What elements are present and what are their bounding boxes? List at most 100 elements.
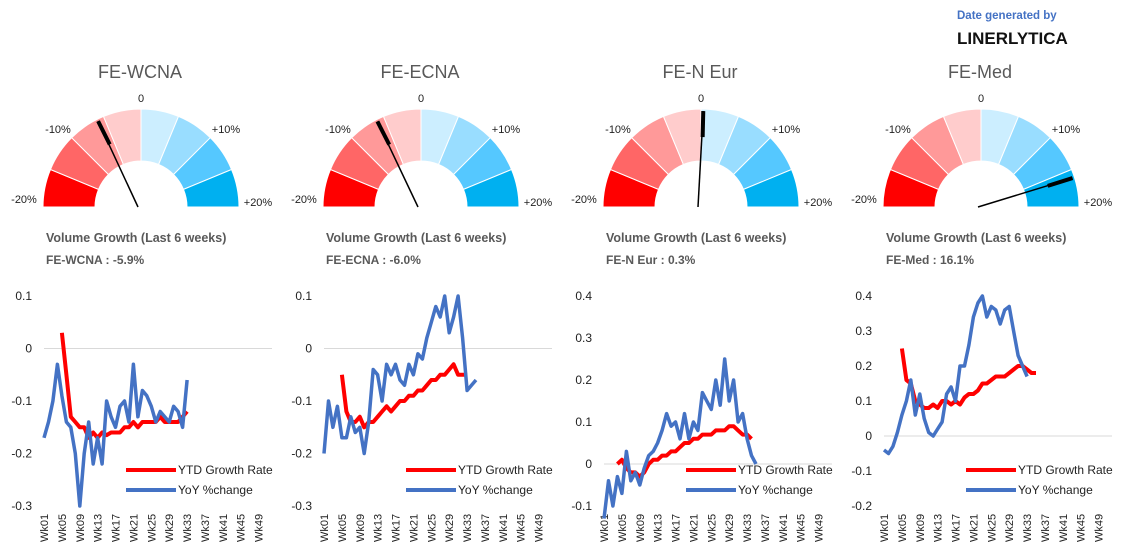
gauge-tick-label: 0 [418,93,424,105]
y-tick-label: 0.1 [15,289,32,303]
gauge-title: FE-WCNA [98,62,182,82]
region-panel: FE-N Eur -20% -10% 0 +10% +20% Volume Growth (… [560,0,840,550]
x-tick-label: Wk37 [760,514,772,542]
gauge-segment [462,168,520,208]
line-chart: 0.1 0 -0.1 -0.2 -0.3 Wk01 Wk05 Wk09 Wk13 Wk17 Wk21… [11,289,273,542]
x-tick-label: Wk49 [254,514,266,542]
legend-ytd-label: YTD Growth Rate [1018,463,1113,477]
y-tick-label: 0.3 [575,331,592,345]
x-tick-label: Wk09 [75,514,87,542]
x-tick-label: Wk21 [128,514,140,542]
gauge-needle-tip [96,120,112,146]
x-tick-label: Wk45 [1076,514,1088,542]
y-tick-label: -0.2 [11,447,32,461]
x-tick-label: Wk17 [951,514,963,542]
ytd-growth-line [899,348,1036,410]
gauge-chart: -20% -10% 0 +10% +20% [571,93,832,209]
gauge-segment [182,168,240,208]
y-tick-label: -0.2 [291,447,312,461]
x-tick-label: Wk05 [897,514,909,542]
line-chart: 0.1 0 -0.1 -0.2 -0.3 Wk01 Wk05 Wk09 Wk13 Wk17 Wk21… [291,289,553,542]
x-tick-label: Wk13 [933,514,945,542]
x-tick-label: Wk13 [653,514,665,542]
gauge-tick-label: -10% [885,124,911,136]
ytd-growth-line [59,332,189,440]
x-tick-label: Wk45 [236,514,248,542]
gauge-segment [742,168,800,208]
x-tick-label: Wk21 [688,514,700,542]
credit-brand-logo: LINERLYTICA [957,29,1068,48]
gauge-tick-label: +10% [1052,124,1081,136]
legend-yoy-label: YoY %change [738,483,813,497]
y-tick-label: 0.1 [295,289,312,303]
volume-growth-value: FE-ECNA : -6.0% [326,253,421,267]
line-chart: 0.4 0.3 0.2 0.1 0 -0.1 -0.2 Wk01 Wk05 Wk09 Wk13 Wk1… [851,289,1113,542]
yoy-change-line [602,357,758,519]
gauge-title: FE-ECNA [380,62,460,82]
x-tick-label: Wk05 [337,514,349,542]
x-tick-label: Wk45 [516,514,528,542]
y-tick-label: 0 [25,342,32,356]
x-tick-label: Wk13 [373,514,385,542]
line-chart: 0.4 0.3 0.2 0.1 0 -0.1 Wk01 Wk05 Wk09 Wk13 Wk17 Wk2… [571,289,833,542]
x-tick-label: Wk33 [462,514,474,542]
volume-growth-value: FE-Med : 16.1% [886,253,975,267]
x-tick-label: Wk25 [706,514,718,542]
x-tick-label: Wk37 [200,514,212,542]
x-tick-label: Wk21 [968,514,980,542]
y-tick-label: -0.2 [851,499,872,513]
gauge-tick-label: -20% [291,194,317,206]
gauge-needle-tip [1047,176,1074,188]
x-tick-label: Wk29 [724,514,736,542]
gauge-tick-label: +20% [244,197,273,209]
x-tick-label: Wk25 [986,514,998,542]
gauge-tick-label: 0 [138,93,144,105]
x-tick-label: Wk37 [1040,514,1052,542]
y-tick-label: -0.1 [291,394,312,408]
x-tick-label: Wk09 [915,514,927,542]
x-tick-label: Wk17 [391,514,403,542]
x-tick-label: Wk17 [111,514,123,542]
credit-label: Date generated by [957,10,1057,22]
gauge-tick-label: -10% [325,124,351,136]
gauge-tick-label: -20% [571,194,597,206]
legend-ytd-label: YTD Growth Rate [458,463,553,477]
x-tick-label: Wk09 [635,514,647,542]
volume-growth-value: FE-WCNA : -5.9% [46,253,145,267]
y-tick-label: 0.1 [855,394,872,408]
x-tick-label: Wk05 [57,514,69,542]
y-tick-label: -0.3 [11,499,32,513]
region-panel: FE-Med -20% -10% 0 +10% +20% Volume Growth (La… [840,0,1120,550]
x-tick-label: Wk01 [599,514,611,542]
ytd-growth-line [339,362,468,430]
x-tick-label: Wk25 [146,514,158,542]
x-tick-label: Wk09 [355,514,367,542]
gauge-tick-label: +10% [492,124,521,136]
ytd-growth-line [616,424,753,479]
yoy-change-line [882,294,1029,456]
gauge-needle-tip [375,120,392,146]
x-tick-label: Wk29 [164,514,176,542]
x-tick-label: Wk41 [498,514,510,542]
legend-yoy-label: YoY %change [458,483,533,497]
y-tick-label: 0.2 [575,373,592,387]
x-tick-label: Wk41 [778,514,790,542]
y-tick-label: -0.1 [571,499,592,513]
x-tick-label: Wk33 [182,514,194,542]
x-tick-label: Wk13 [93,514,105,542]
x-tick-label: Wk29 [1004,514,1016,542]
gauge-tick-label: +10% [772,124,801,136]
x-tick-label: Wk05 [617,514,629,542]
x-tick-label: Wk37 [480,514,492,542]
gauge-tick-label: +20% [524,197,553,209]
y-tick-label: 0 [305,342,312,356]
x-tick-label: Wk49 [534,514,546,542]
gauge-tick-label: +20% [1084,197,1113,209]
gauge-chart: -20% -10% 0 +10% +20% [291,93,553,209]
y-tick-label: -0.1 [11,394,32,408]
gauge-chart: -20% -10% 0 +10% +20% [11,93,273,209]
legend-yoy-label: YoY %change [178,483,253,497]
yoy-change-line [322,294,478,456]
gauge-chart: -20% -10% 0 +10% +20% [851,93,1113,209]
gauge-tick-label: -10% [45,124,71,136]
